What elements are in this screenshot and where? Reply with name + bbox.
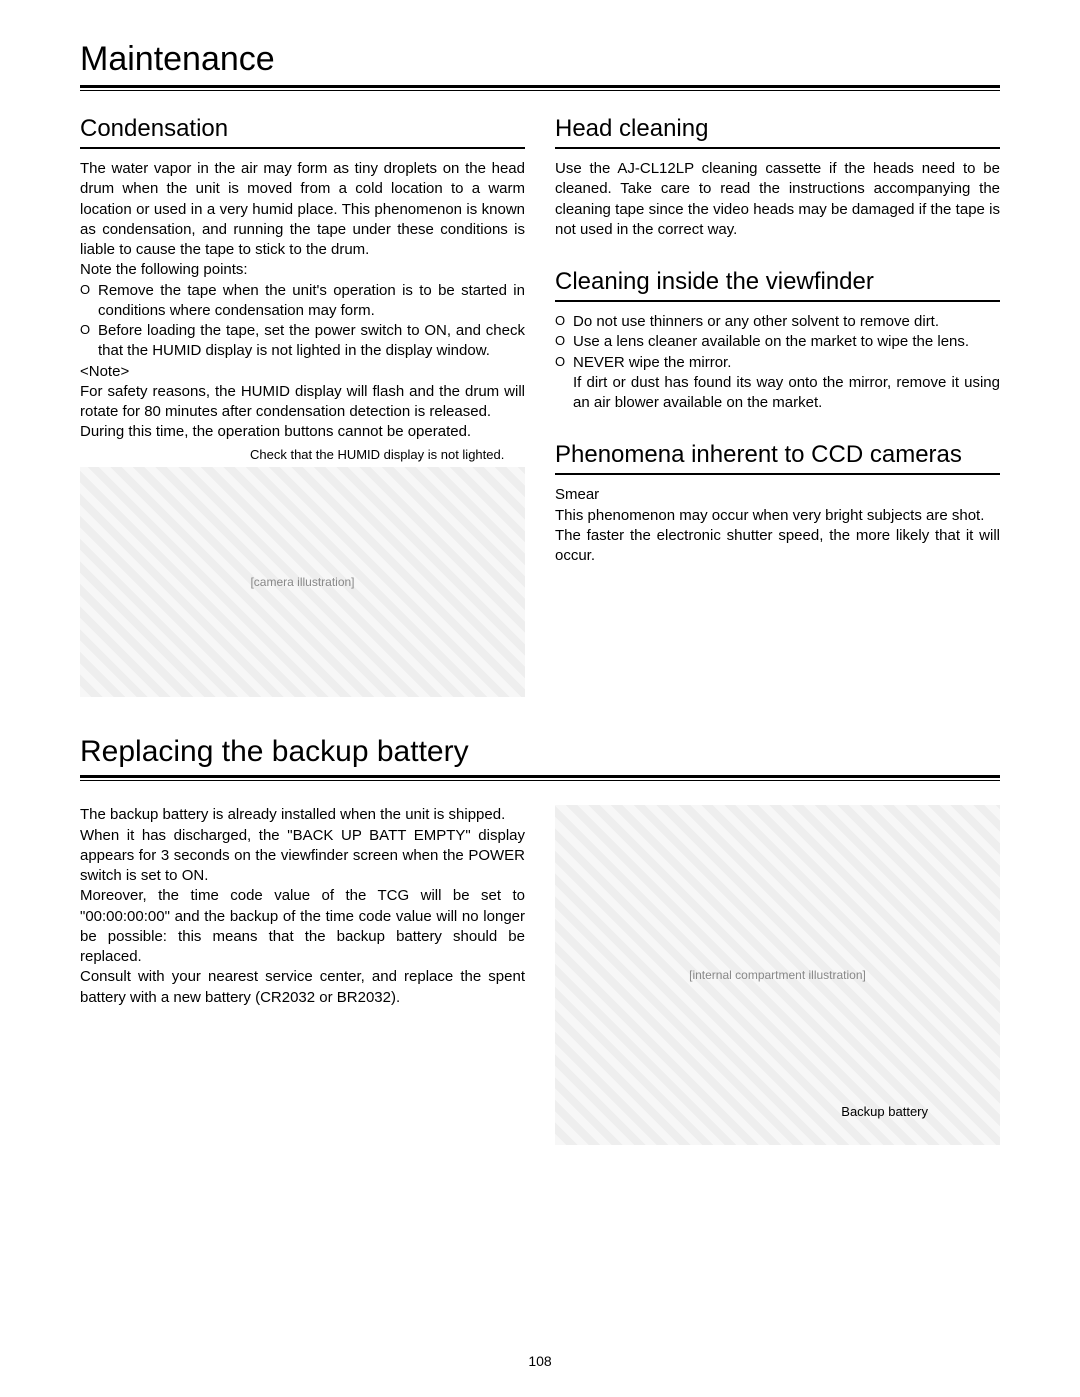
condensation-heading: Condensation [80,115,525,143]
condensation-note2: During this time, the operation buttons … [80,422,525,442]
upper-columns: Condensation The water vapor in the air … [80,115,1000,697]
ccd-sub: Smear [555,485,1000,505]
head-cleaning-rule [555,147,1000,149]
title-rule [80,85,1000,91]
condensation-para1: The water vapor in the air may form as t… [80,159,525,260]
battery-title-rule [80,775,1000,781]
list-item: Remove the tape when the unit's operatio… [80,281,525,322]
battery-title: Replacing the backup battery [80,735,1000,769]
ccd-rule [555,473,1000,475]
battery-illustration: [internal compartment illustration] [555,805,1000,1145]
condensation-para2: Note the following points: [80,260,525,280]
condensation-bullets: Remove the tape when the unit's operatio… [80,281,525,362]
list-item: Before loading the tape, set the power s… [80,321,525,362]
right-column: Head cleaning Use the AJ-CL12LP cleaning… [555,115,1000,697]
battery-left: The backup battery is already installed … [80,805,525,1145]
ccd-para2: The faster the electronic shutter speed,… [555,526,1000,567]
viewfinder-tail: If dirt or dust has found its way onto t… [555,373,1000,414]
battery-fig-label: Backup battery [841,1104,928,1119]
list-item: Do not use thinners or any other solvent… [555,312,1000,332]
camera-illustration: [camera illustration] [80,467,525,697]
battery-para1: The backup battery is already installed … [80,805,525,825]
ccd-para1: This phenomenon may occur when very brig… [555,506,1000,526]
note-label: <Note> [80,362,525,382]
left-column: Condensation The water vapor in the air … [80,115,525,697]
viewfinder-bullets: Do not use thinners or any other solvent… [555,312,1000,373]
battery-para2: When it has discharged, the "BACK UP BAT… [80,826,525,887]
battery-right: [internal compartment illustration] Back… [555,805,1000,1145]
condensation-note1: For safety reasons, the HUMID display wi… [80,382,525,423]
viewfinder-heading: Cleaning inside the viewfinder [555,268,1000,296]
battery-para4: Consult with your nearest service center… [80,967,525,1008]
humid-caption: Check that the HUMID display is not ligh… [80,447,525,464]
ccd-heading: Phenomena inherent to CCD cameras [555,441,1000,469]
page-number: 108 [0,1353,1080,1369]
list-item: Use a lens cleaner available on the mark… [555,332,1000,352]
lower-columns: The backup battery is already installed … [80,805,1000,1145]
viewfinder-rule [555,300,1000,302]
list-item: NEVER wipe the mirror. [555,353,1000,373]
head-cleaning-para: Use the AJ-CL12LP cleaning cassette if t… [555,159,1000,240]
page-title: Maintenance [80,40,1000,79]
head-cleaning-heading: Head cleaning [555,115,1000,143]
condensation-rule [80,147,525,149]
battery-para3: Moreover, the time code value of the TCG… [80,886,525,967]
